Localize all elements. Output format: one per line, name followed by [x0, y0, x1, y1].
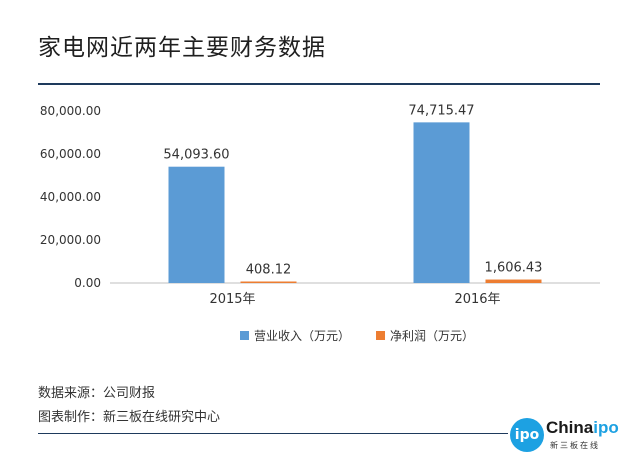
legend-swatch — [376, 331, 386, 340]
chart-maker: 图表制作：新三板在线研究中心 — [38, 410, 221, 425]
bar-revenue — [168, 166, 225, 283]
y-tick-label: 80,000.00 — [40, 104, 101, 118]
data-label: 54,093.60 — [163, 148, 229, 163]
chinaipo-logo: ipo Chinaipo 新三板在线 — [510, 416, 619, 456]
page-title: 家电网近两年主要财务数据 — [38, 35, 326, 61]
legend-label: 营业收入（万元） — [254, 329, 350, 343]
y-tick-label: 40,000.00 — [40, 190, 101, 204]
logo-mark-icon: ipo — [510, 418, 544, 452]
y-tick-label: 60,000.00 — [40, 147, 101, 161]
bar-revenue — [413, 122, 470, 283]
title-underline — [38, 83, 600, 85]
bar-chart: 0.00 20,000.00 40,000.00 60,000.00 80,000.00… — [40, 103, 600, 343]
data-label: 408.12 — [246, 263, 292, 278]
logo-subtitle: 新三板在线 — [550, 441, 600, 450]
y-tick-label: 0.00 — [74, 276, 101, 290]
data-source: 数据来源：公司财报 — [38, 386, 156, 401]
logo-name-main: China — [546, 418, 594, 437]
data-label: 1,606.43 — [485, 261, 543, 276]
bar-net-profit — [240, 281, 297, 283]
x-tick-label: 2016年 — [454, 292, 500, 307]
x-tick-label: 2015年 — [209, 292, 255, 307]
data-label: 74,715.47 — [408, 103, 474, 118]
logo-name: Chinaipo — [546, 418, 619, 438]
footer-divider — [38, 433, 508, 434]
legend-swatch — [240, 331, 249, 340]
y-tick-label: 20,000.00 — [40, 233, 101, 247]
bar-net-profit — [485, 279, 542, 283]
logo-name-accent: ipo — [593, 418, 619, 437]
legend-label: 净利润（万元） — [390, 329, 474, 343]
